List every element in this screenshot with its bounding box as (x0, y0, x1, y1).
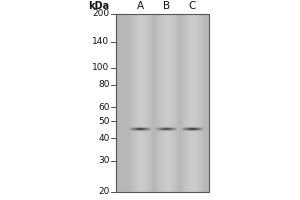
Text: C: C (188, 1, 195, 11)
Text: 30: 30 (98, 156, 110, 165)
Text: 80: 80 (98, 80, 110, 89)
Text: A: A (137, 1, 144, 11)
Text: B: B (163, 1, 170, 11)
Text: 50: 50 (98, 117, 110, 126)
Text: 60: 60 (98, 103, 110, 112)
Text: 40: 40 (98, 134, 110, 143)
Text: 200: 200 (92, 9, 110, 19)
Text: kDa: kDa (88, 1, 110, 11)
Text: 140: 140 (92, 37, 110, 46)
Text: 20: 20 (98, 188, 110, 196)
Bar (116, 14, 208, 192)
Text: 100: 100 (92, 63, 110, 72)
